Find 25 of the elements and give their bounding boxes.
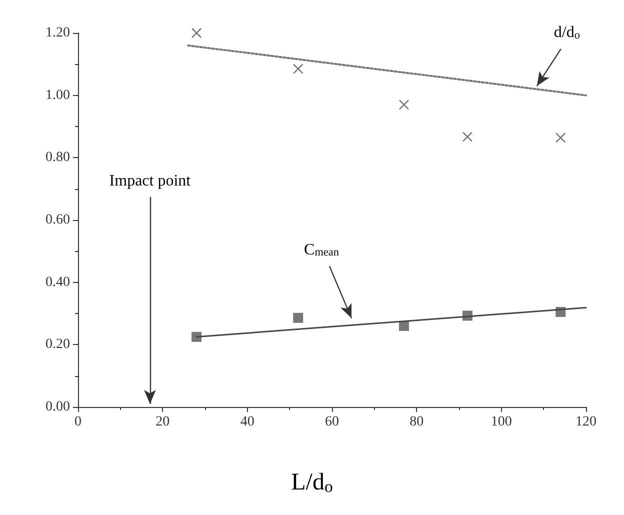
x-tick-label: 40 (240, 414, 254, 430)
y-tick-label: 0.20 (46, 337, 70, 352)
y-tick-label: 0.80 (46, 150, 70, 166)
annotation: Cmean (304, 241, 340, 259)
x-tick-label: 20 (156, 414, 170, 430)
annotation: d/do (554, 24, 580, 42)
y-tick-label: 0.60 (46, 212, 70, 228)
point (398, 100, 410, 110)
y-tick-label: 1.00 (46, 88, 70, 103)
y-tick-label: 0.00 (46, 400, 70, 414)
x-tick-label: 60 (325, 414, 339, 430)
x-tick-label: 0 (74, 414, 82, 430)
y-tick-label: 0.40 (46, 274, 70, 290)
x-axis-title: L/do (291, 469, 333, 496)
x-tick-label: 100 (490, 414, 512, 430)
point (293, 312, 304, 323)
point (462, 132, 473, 142)
point (292, 64, 304, 74)
point (192, 332, 202, 342)
point (191, 28, 202, 38)
annotation: Impact point (109, 172, 192, 190)
point (555, 132, 566, 143)
x-tick-label: 80 (410, 414, 424, 430)
x-tick-label: 120 (576, 414, 596, 430)
y-tick-label: 1.20 (46, 26, 70, 40)
